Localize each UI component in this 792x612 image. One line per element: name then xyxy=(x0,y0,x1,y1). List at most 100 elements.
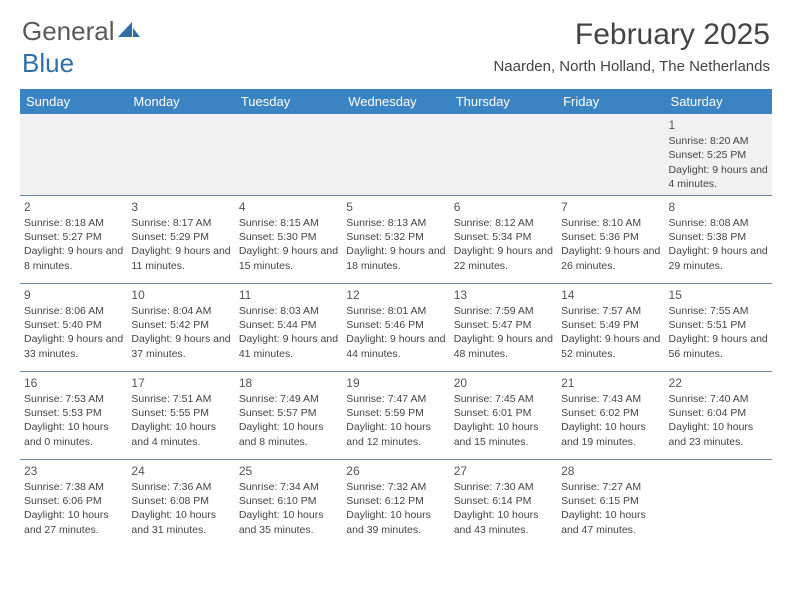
sunset-text: Sunset: 5:49 PM xyxy=(561,318,660,332)
sunset-text: Sunset: 5:42 PM xyxy=(131,318,230,332)
day-number: 20 xyxy=(454,375,553,391)
sunrise-text: Sunrise: 7:34 AM xyxy=(239,480,338,494)
sunrise-text: Sunrise: 7:40 AM xyxy=(669,392,768,406)
day-number: 28 xyxy=(561,463,660,479)
day-number: 2 xyxy=(24,199,123,215)
calendar-cell: 15Sunrise: 7:55 AMSunset: 5:51 PMDayligh… xyxy=(665,283,772,371)
sunrise-text: Sunrise: 7:51 AM xyxy=(131,392,230,406)
sunset-text: Sunset: 5:29 PM xyxy=(131,230,230,244)
sunrise-text: Sunrise: 7:55 AM xyxy=(669,304,768,318)
day-number: 10 xyxy=(131,287,230,303)
calendar-cell: 14Sunrise: 7:57 AMSunset: 5:49 PMDayligh… xyxy=(557,283,664,371)
daylight-text: Daylight: 10 hours and 47 minutes. xyxy=(561,508,660,536)
sunrise-text: Sunrise: 8:10 AM xyxy=(561,216,660,230)
calendar-cell: 4Sunrise: 8:15 AMSunset: 5:30 PMDaylight… xyxy=(235,195,342,283)
sunrise-text: Sunrise: 8:15 AM xyxy=(239,216,338,230)
col-sunday: Sunday xyxy=(20,89,127,114)
daylight-text: Daylight: 10 hours and 12 minutes. xyxy=(346,420,445,448)
daylight-text: Daylight: 10 hours and 0 minutes. xyxy=(24,420,123,448)
daylight-text: Daylight: 10 hours and 43 minutes. xyxy=(454,508,553,536)
daylight-text: Daylight: 10 hours and 27 minutes. xyxy=(24,508,123,536)
sunrise-text: Sunrise: 8:18 AM xyxy=(24,216,123,230)
daylight-text: Daylight: 9 hours and 8 minutes. xyxy=(24,244,123,272)
sunset-text: Sunset: 5:51 PM xyxy=(669,318,768,332)
sunset-text: Sunset: 6:08 PM xyxy=(131,494,230,508)
logo-text-1: General xyxy=(22,18,115,44)
day-number: 25 xyxy=(239,463,338,479)
calendar-cell: 5Sunrise: 8:13 AMSunset: 5:32 PMDaylight… xyxy=(342,195,449,283)
calendar-cell: 24Sunrise: 7:36 AMSunset: 6:08 PMDayligh… xyxy=(127,459,234,547)
calendar-cell: 16Sunrise: 7:53 AMSunset: 5:53 PMDayligh… xyxy=(20,371,127,459)
calendar-cell: 20Sunrise: 7:45 AMSunset: 6:01 PMDayligh… xyxy=(450,371,557,459)
sunset-text: Sunset: 5:59 PM xyxy=(346,406,445,420)
daylight-text: Daylight: 9 hours and 26 minutes. xyxy=(561,244,660,272)
calendar-cell: 25Sunrise: 7:34 AMSunset: 6:10 PMDayligh… xyxy=(235,459,342,547)
title-block: February 2025 Naarden, North Holland, Th… xyxy=(493,18,770,75)
day-number: 1 xyxy=(669,117,768,133)
daylight-text: Daylight: 10 hours and 19 minutes. xyxy=(561,420,660,448)
daylight-text: Daylight: 9 hours and 41 minutes. xyxy=(239,332,338,360)
calendar-cell: 19Sunrise: 7:47 AMSunset: 5:59 PMDayligh… xyxy=(342,371,449,459)
day-number: 21 xyxy=(561,375,660,391)
calendar-cell: 13Sunrise: 7:59 AMSunset: 5:47 PMDayligh… xyxy=(450,283,557,371)
sunset-text: Sunset: 5:25 PM xyxy=(669,148,768,162)
sunrise-text: Sunrise: 8:13 AM xyxy=(346,216,445,230)
calendar-table: Sunday Monday Tuesday Wednesday Thursday… xyxy=(20,89,772,547)
sunset-text: Sunset: 6:04 PM xyxy=(669,406,768,420)
calendar-cell: 10Sunrise: 8:04 AMSunset: 5:42 PMDayligh… xyxy=(127,283,234,371)
sunrise-text: Sunrise: 7:47 AM xyxy=(346,392,445,406)
daylight-text: Daylight: 9 hours and 22 minutes. xyxy=(454,244,553,272)
sunrise-text: Sunrise: 8:03 AM xyxy=(239,304,338,318)
daylight-text: Daylight: 10 hours and 8 minutes. xyxy=(239,420,338,448)
sunrise-text: Sunrise: 7:32 AM xyxy=(346,480,445,494)
daylight-text: Daylight: 9 hours and 56 minutes. xyxy=(669,332,768,360)
daylight-text: Daylight: 9 hours and 15 minutes. xyxy=(239,244,338,272)
day-header-row: Sunday Monday Tuesday Wednesday Thursday… xyxy=(20,89,772,114)
header: General February 2025 Naarden, North Hol… xyxy=(0,0,792,81)
sunset-text: Sunset: 5:47 PM xyxy=(454,318,553,332)
sunrise-text: Sunrise: 7:27 AM xyxy=(561,480,660,494)
day-number: 3 xyxy=(131,199,230,215)
calendar-cell: 1Sunrise: 8:20 AMSunset: 5:25 PMDaylight… xyxy=(665,114,772,195)
day-number: 24 xyxy=(131,463,230,479)
sunrise-text: Sunrise: 8:20 AM xyxy=(669,134,768,148)
daylight-text: Daylight: 9 hours and 33 minutes. xyxy=(24,332,123,360)
col-thursday: Thursday xyxy=(450,89,557,114)
calendar-cell: 11Sunrise: 8:03 AMSunset: 5:44 PMDayligh… xyxy=(235,283,342,371)
sunrise-text: Sunrise: 8:17 AM xyxy=(131,216,230,230)
day-number: 26 xyxy=(346,463,445,479)
day-number: 17 xyxy=(131,375,230,391)
location-subtitle: Naarden, North Holland, The Netherlands xyxy=(493,58,770,75)
day-number: 11 xyxy=(239,287,338,303)
day-number: 18 xyxy=(239,375,338,391)
sunset-text: Sunset: 6:14 PM xyxy=(454,494,553,508)
logo: General xyxy=(22,18,140,44)
calendar-body: 1Sunrise: 8:20 AMSunset: 5:25 PMDaylight… xyxy=(20,114,772,547)
calendar-row: 9Sunrise: 8:06 AMSunset: 5:40 PMDaylight… xyxy=(20,283,772,371)
col-tuesday: Tuesday xyxy=(235,89,342,114)
daylight-text: Daylight: 9 hours and 4 minutes. xyxy=(669,163,768,191)
page-title: February 2025 xyxy=(493,18,770,52)
sunset-text: Sunset: 6:12 PM xyxy=(346,494,445,508)
daylight-text: Daylight: 10 hours and 15 minutes. xyxy=(454,420,553,448)
calendar-cell: 28Sunrise: 7:27 AMSunset: 6:15 PMDayligh… xyxy=(557,459,664,547)
calendar-cell: 22Sunrise: 7:40 AMSunset: 6:04 PMDayligh… xyxy=(665,371,772,459)
sunrise-text: Sunrise: 8:04 AM xyxy=(131,304,230,318)
sunset-text: Sunset: 5:36 PM xyxy=(561,230,660,244)
sunset-text: Sunset: 5:53 PM xyxy=(24,406,123,420)
col-monday: Monday xyxy=(127,89,234,114)
day-number: 12 xyxy=(346,287,445,303)
day-number: 7 xyxy=(561,199,660,215)
day-number: 5 xyxy=(346,199,445,215)
sunset-text: Sunset: 5:34 PM xyxy=(454,230,553,244)
calendar-row: 23Sunrise: 7:38 AMSunset: 6:06 PMDayligh… xyxy=(20,459,772,547)
col-saturday: Saturday xyxy=(665,89,772,114)
calendar-cell xyxy=(450,114,557,195)
calendar-row: 1Sunrise: 8:20 AMSunset: 5:25 PMDaylight… xyxy=(20,114,772,195)
sunset-text: Sunset: 5:27 PM xyxy=(24,230,123,244)
sunset-text: Sunset: 5:32 PM xyxy=(346,230,445,244)
daylight-text: Daylight: 9 hours and 11 minutes. xyxy=(131,244,230,272)
daylight-text: Daylight: 9 hours and 29 minutes. xyxy=(669,244,768,272)
sunrise-text: Sunrise: 8:08 AM xyxy=(669,216,768,230)
sunset-text: Sunset: 5:30 PM xyxy=(239,230,338,244)
